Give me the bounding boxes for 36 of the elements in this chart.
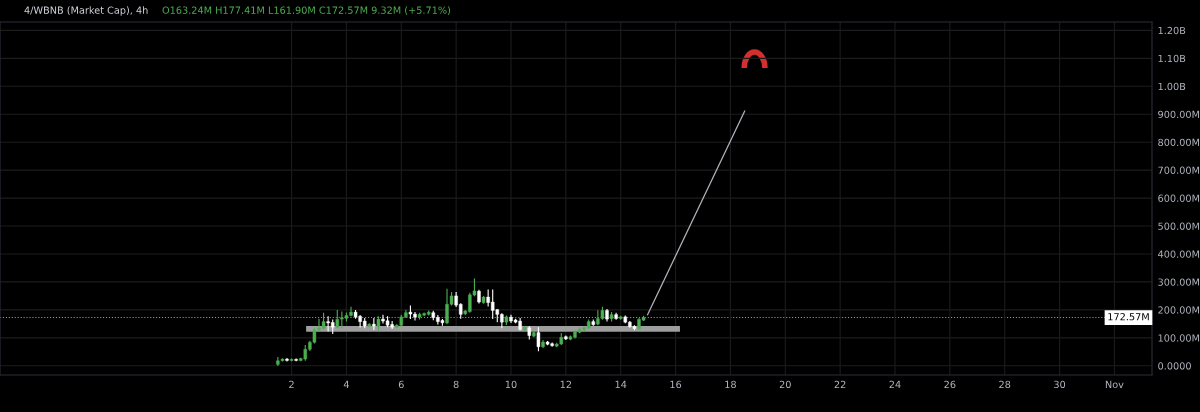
- x-tick-label: 28: [999, 380, 1011, 389]
- y-tick-label: 900.00M: [1158, 110, 1200, 119]
- x-tick-label: 10: [505, 380, 517, 389]
- x-tick-label: 2: [289, 380, 294, 388]
- y-tick-label: 300.00M: [1158, 278, 1200, 286]
- x-tick-label: 8: [453, 380, 459, 389]
- candlestick: [536, 327, 541, 352]
- x-tick-label: 26: [944, 380, 956, 389]
- x-tick-label: 30: [1054, 380, 1066, 389]
- y-tick-label: 500.00M: [1158, 222, 1200, 230]
- x-tick-label: 18: [725, 380, 736, 389]
- y-tick-label: 700.00M: [1158, 166, 1200, 174]
- x-tick-label: 12: [560, 380, 572, 388]
- x-tick-label: 20: [779, 380, 791, 389]
- x-tick-label: 14: [615, 380, 627, 388]
- y-tick-label: 1.00B: [1158, 82, 1186, 91]
- chart-title: 4/WBNB (Market Cap), 4h: [24, 6, 148, 16]
- x-tick-label: 4: [343, 380, 349, 388]
- y-tick-label: 600.00M: [1158, 194, 1200, 202]
- y-tick-label: 100.00M: [1158, 334, 1200, 342]
- candlestick: [490, 289, 495, 320]
- y-tick-label: 1.20B: [1158, 26, 1186, 35]
- x-tick-label: 24: [889, 380, 901, 388]
- y-tick-label: 0.0000: [1158, 362, 1191, 370]
- y-tick-label: 400.00M: [1158, 250, 1200, 258]
- y-tick-label: 1.10B: [1158, 54, 1186, 63]
- candlestick: [372, 317, 376, 330]
- y-tick-label: 800.00M: [1158, 138, 1200, 147]
- x-tick-label: 16: [670, 380, 682, 389]
- text: O163.24M H177.41M L161.90M C172.57M 9.32M (+5.71%): [162, 6, 451, 15]
- ref-line-label: 172.57M: [1108, 313, 1149, 321]
- x-tick-label: 22: [834, 380, 846, 388]
- x-tick-label: Nov: [1105, 380, 1124, 389]
- x-tick-label: 6: [398, 380, 404, 389]
- y-tick-label: 200.00M: [1158, 306, 1200, 314]
- candlestick: [294, 358, 298, 362]
